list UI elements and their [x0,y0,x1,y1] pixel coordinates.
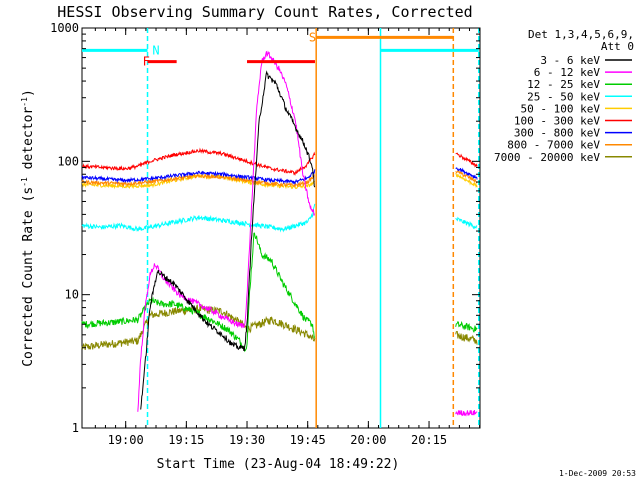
y-axis-label-mid: detector [21,107,36,178]
x-axis: 19:00 19:15 19:30 19:45 20:00 20:15 [94,28,481,447]
x-tick-label: 19:15 [168,433,204,447]
x-tick-label: 20:15 [411,433,447,447]
series-segment-after-gap [455,216,478,230]
legend-label: 300 - 800 keV [514,127,600,140]
series-layer [81,50,478,417]
legend-label: 800 - 7000 keV [507,139,600,152]
y-axis-label-main: Corrected Count Rate (s [21,187,36,367]
legend-label: 3 - 6 keV [540,54,600,67]
series-line [81,203,316,233]
legend-label: 12 - 25 keV [527,78,600,91]
y-axis-label-sup2: -1 [20,97,29,107]
legend-label: 6 - 12 keV [534,66,601,79]
legend-label: 25 - 50 keV [527,90,600,103]
annotation-letter: N [152,43,159,57]
y-axis-label-end: ) [21,89,36,97]
series-segment-after-gap [455,167,478,180]
annotation-lines [146,28,480,428]
x-axis-label: Start Time (23-Aug-04 18:49:22) [157,457,400,472]
legend-header-line-1: Det 1,3,4,5,6,9, [528,28,634,41]
y-tick-label: 1000 [50,21,79,35]
series-segment-after-gap [455,409,478,417]
plot-area: NF S 19:00 19:15 19:30 19:45 20:00 20:15 1 10 10… [50,21,481,447]
plot-frame [81,27,481,429]
series-line [81,169,316,185]
series-line [81,172,316,188]
series-segment-after-gap [455,152,478,168]
series-segment-after-gap [455,170,478,184]
y-tick-label: 100 [57,154,79,168]
series-line [137,50,315,412]
chart-title: HESSI Observing Summary Count Rates, Cor… [57,3,472,21]
series-line [140,70,316,410]
y-axis-label-sup1: -1 [20,177,29,187]
y-tick-label: 1 [72,421,79,435]
series-line [82,147,316,176]
annotation-letter: F [143,55,150,69]
footer-date: 1-Dec-2009 20:53 [559,469,636,478]
legend-label: 7000 - 20000 keV [494,151,600,164]
annotation-letter: S [309,30,316,44]
y-axis: 1 10 100 1000 [50,21,480,435]
x-tick-label: 20:00 [350,433,386,447]
series-segment-after-gap [455,172,478,188]
series-line [81,232,316,353]
legend-label: 100 - 300 keV [514,115,600,128]
annotation-bars: NF S [82,30,479,69]
x-tick-label: 19:45 [290,433,326,447]
legend-header-line-2: Att 0 [601,40,634,53]
x-tick-label: 19:30 [229,433,265,447]
series-segment-after-gap [455,330,478,345]
y-tick-label: 10 [65,288,79,302]
series-line [81,303,316,351]
y-axis-label: Corrected Count Rate (s-1 detector-1) [20,89,36,367]
x-tick-label: 19:00 [108,433,144,447]
series-segment-after-gap [455,320,478,333]
legend-label: 50 - 100 keV [521,102,601,115]
